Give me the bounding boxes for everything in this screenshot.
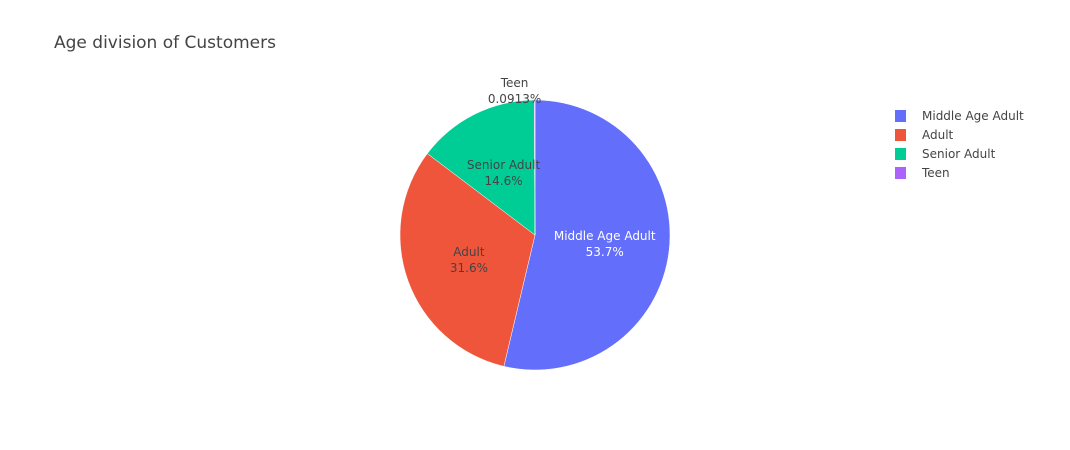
legend-swatch — [895, 147, 906, 160]
legend-item[interactable]: Adult — [895, 125, 1024, 144]
legend-swatch — [895, 109, 906, 122]
legend-label: Middle Age Adult — [922, 108, 1024, 123]
legend-label: Adult — [922, 127, 954, 142]
legend-item[interactable]: Teen — [895, 163, 1024, 182]
slice-percent-label: 31.6% — [450, 261, 488, 275]
pie-slice-teen[interactable] — [533, 99, 536, 236]
legend-label: Teen — [922, 165, 950, 180]
slice-label: Teen — [500, 76, 529, 90]
legend: Middle Age Adult Adult Senior Adult Teen — [895, 106, 1024, 182]
slice-label: Middle Age Adult — [554, 229, 656, 243]
slice-percent-label: 53.7% — [586, 245, 624, 259]
legend-item[interactable]: Middle Age Adult — [895, 106, 1024, 125]
legend-swatch — [895, 166, 906, 179]
slice-label: Senior Adult — [467, 158, 541, 172]
slice-percent-label: 0.0913% — [488, 92, 541, 106]
chart-title: Age division of Customers — [54, 33, 276, 53]
slice-percent-label: 14.6% — [484, 174, 522, 188]
pie-slice-middle-age-adult[interactable] — [503, 99, 671, 371]
legend-label: Senior Adult — [922, 146, 996, 161]
pie-slice-adult[interactable] — [399, 153, 536, 367]
slice-label: Adult — [453, 245, 485, 259]
legend-item[interactable]: Senior Adult — [895, 144, 1024, 163]
legend-swatch — [895, 128, 906, 141]
pie-slice-senior-adult[interactable] — [426, 99, 536, 236]
